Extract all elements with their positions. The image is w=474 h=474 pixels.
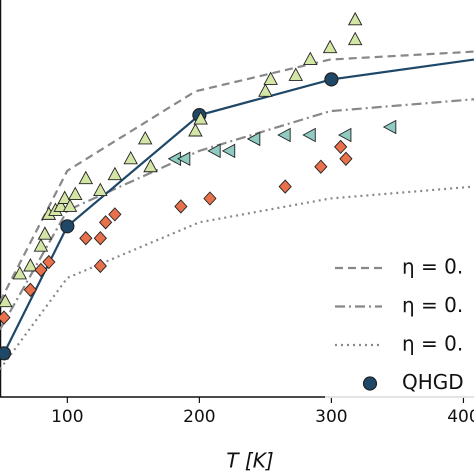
legend-box: [325, 248, 474, 398]
diamond-marker: [93, 231, 107, 246]
legend-marker: [362, 376, 378, 391]
triangle-marker: [288, 67, 304, 81]
diamond-marker: [34, 262, 48, 278]
triangle-marker: [53, 198, 68, 212]
triangle-marker: [57, 190, 72, 204]
triangle-marker: [188, 123, 203, 137]
diamond-marker: [339, 151, 353, 166]
x-axis-label: T [K]: [226, 449, 273, 473]
x-tick-label: 200: [183, 407, 215, 427]
triangle-marker: [107, 166, 123, 181]
legend-label: η = 0.: [402, 332, 463, 356]
triangle-marker: [322, 39, 338, 54]
circle-marker: [0, 346, 12, 361]
triangle-marker: [193, 111, 208, 125]
diamond-marker: [278, 179, 292, 194]
diamond-marker: [203, 191, 217, 206]
x-tick-label: 400: [447, 407, 474, 427]
triangle-marker: [137, 131, 153, 145]
triangle-marker: [37, 226, 53, 240]
diamond-marker: [23, 282, 37, 297]
triangle-marker: [347, 31, 363, 46]
diamond-marker: [314, 159, 328, 174]
triangle-marker: [246, 131, 261, 147]
legend-label: QHGD: [402, 370, 464, 394]
diamond-marker: [93, 258, 107, 274]
x-tick-label: 100: [51, 407, 83, 427]
triangle-marker: [207, 143, 221, 159]
diamond-marker: [334, 139, 348, 155]
triangle-marker: [277, 127, 291, 143]
triangle-marker: [382, 119, 397, 135]
triangle-marker: [302, 127, 316, 143]
triangle-marker: [123, 150, 138, 165]
diamond-marker: [99, 215, 113, 230]
diamond-marker: [42, 254, 56, 270]
x-tick-label: 300: [315, 407, 347, 427]
triangle-marker: [258, 83, 273, 97]
triangle-marker: [221, 143, 236, 159]
triangle-marker: [0, 293, 13, 308]
diamond-marker: [174, 199, 188, 214]
legend-label: η = 0.: [402, 255, 463, 279]
diamond-marker: [79, 231, 93, 246]
triangle-marker: [263, 71, 278, 85]
legend-label: η = 0.: [402, 293, 463, 317]
diamond-marker: [0, 310, 11, 325]
triangle-marker: [33, 238, 49, 252]
triangle-marker: [23, 258, 38, 272]
triangle-marker: [12, 265, 28, 280]
triangle-marker: [347, 11, 363, 26]
triangle-marker: [62, 198, 78, 212]
circle-marker: [324, 72, 339, 87]
circle-marker: [60, 219, 75, 234]
triangle-marker: [93, 182, 108, 197]
diamond-marker: [108, 207, 122, 222]
triangle-marker: [303, 51, 318, 66]
triangle-marker: [176, 151, 191, 167]
series-line: [0, 98, 474, 331]
triangle-marker: [68, 186, 83, 200]
triangle-marker: [143, 158, 158, 173]
triangle-marker: [78, 170, 94, 185]
triangle-marker: [337, 127, 352, 143]
